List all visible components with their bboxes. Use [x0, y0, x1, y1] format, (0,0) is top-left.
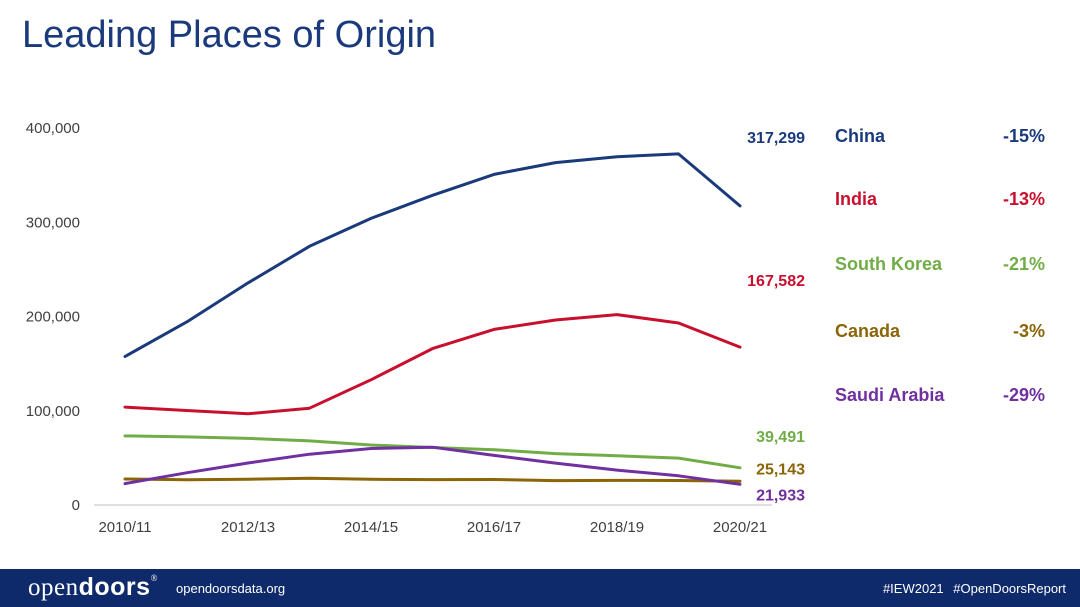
- y-tick-label: 0: [72, 497, 80, 514]
- legend-label-south-korea: South Korea: [835, 254, 943, 274]
- data-label-saudi-arabia: 21,933: [756, 487, 805, 504]
- data-label-canada: 25,143: [756, 461, 805, 478]
- legend-change-china: -15%: [1002, 126, 1045, 146]
- y-tick-label: 400,000: [26, 120, 80, 137]
- legend-label-saudi-arabia: Saudi Arabia: [835, 385, 945, 405]
- legend-label-canada: Canada: [835, 321, 901, 341]
- legend-item-saudi-arabia: Saudi Arabia -29%: [835, 385, 1045, 406]
- legend-item-south-korea: South Korea -21%: [835, 254, 1045, 275]
- legend-change-india: -13%: [1002, 189, 1045, 209]
- legend-item-china: China -15%: [835, 126, 1045, 147]
- x-tick-label: 2018/19: [590, 519, 644, 536]
- legend-item-india: India -13%: [835, 189, 1045, 210]
- legend-label-india: India: [835, 189, 878, 209]
- x-tick-label: 2016/17: [467, 519, 521, 536]
- logo-text-light: open: [28, 574, 79, 601]
- series-line-india: [123, 313, 742, 416]
- legend-item-canada: Canada -3%: [835, 321, 1045, 342]
- y-tick-label: 300,000: [26, 214, 80, 231]
- legend-change-south-korea: -21%: [1002, 254, 1045, 274]
- data-label-china: 317,299: [747, 130, 805, 147]
- data-label-south-korea: 39,491: [756, 429, 805, 446]
- x-tick-label: 2012/13: [221, 519, 275, 536]
- series-line-south-korea: [123, 434, 742, 470]
- line-chart: 0 100,000 200,000 300,000 400,000 2010/11 2012…: [26, 120, 805, 536]
- x-tick-label: 2010/11: [98, 519, 151, 536]
- legend-change-canada: -3%: [1012, 321, 1045, 341]
- footer-bar: opendoors® opendoorsdata.org #IEW2021 #O…: [0, 569, 1080, 607]
- legend: China -15% India -13% South Korea -21% C…: [835, 0, 1065, 450]
- chart-title: Leading Places of Origin: [22, 14, 437, 56]
- data-label-india: 167,582: [747, 273, 805, 290]
- y-tick-label: 100,000: [26, 403, 80, 420]
- logo-registered-mark: ®: [150, 573, 158, 583]
- series-line-canada: [123, 476, 742, 483]
- opendoors-logo: opendoors®: [28, 573, 158, 602]
- series-line-china: [123, 152, 742, 358]
- legend-label-china: China: [835, 126, 886, 146]
- legend-change-saudi-arabia: -29%: [1002, 385, 1045, 405]
- x-tick-label: 2014/15: [344, 519, 398, 536]
- website-link[interactable]: opendoorsdata.org: [176, 581, 286, 596]
- y-tick-label: 200,000: [26, 309, 80, 326]
- hashtags: #IEW2021 #OpenDoorsReport: [882, 581, 1066, 596]
- x-tick-label: 2020/21: [713, 519, 767, 536]
- logo-text-bold: doors: [78, 573, 151, 601]
- series-line-saudi-arabia: [123, 445, 742, 486]
